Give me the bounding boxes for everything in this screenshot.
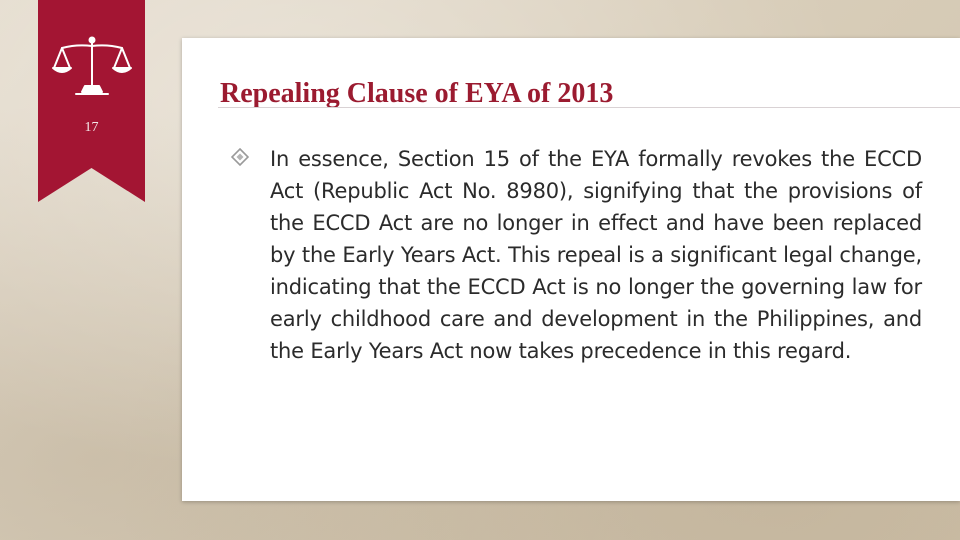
slide-number: 17 <box>84 120 99 135</box>
slide-banner: 17 <box>38 0 145 202</box>
banner-ribbon <box>38 0 145 202</box>
diamond-bullet-icon <box>231 148 249 166</box>
slide-title: Repealing Clause of EYA of 2013 <box>220 78 614 109</box>
bullet-paragraph: In essence, Section 15 of the EYA formal… <box>270 147 922 363</box>
content-card <box>182 38 960 501</box>
scales-of-justice-icon <box>52 36 132 95</box>
title-divider <box>218 107 960 108</box>
